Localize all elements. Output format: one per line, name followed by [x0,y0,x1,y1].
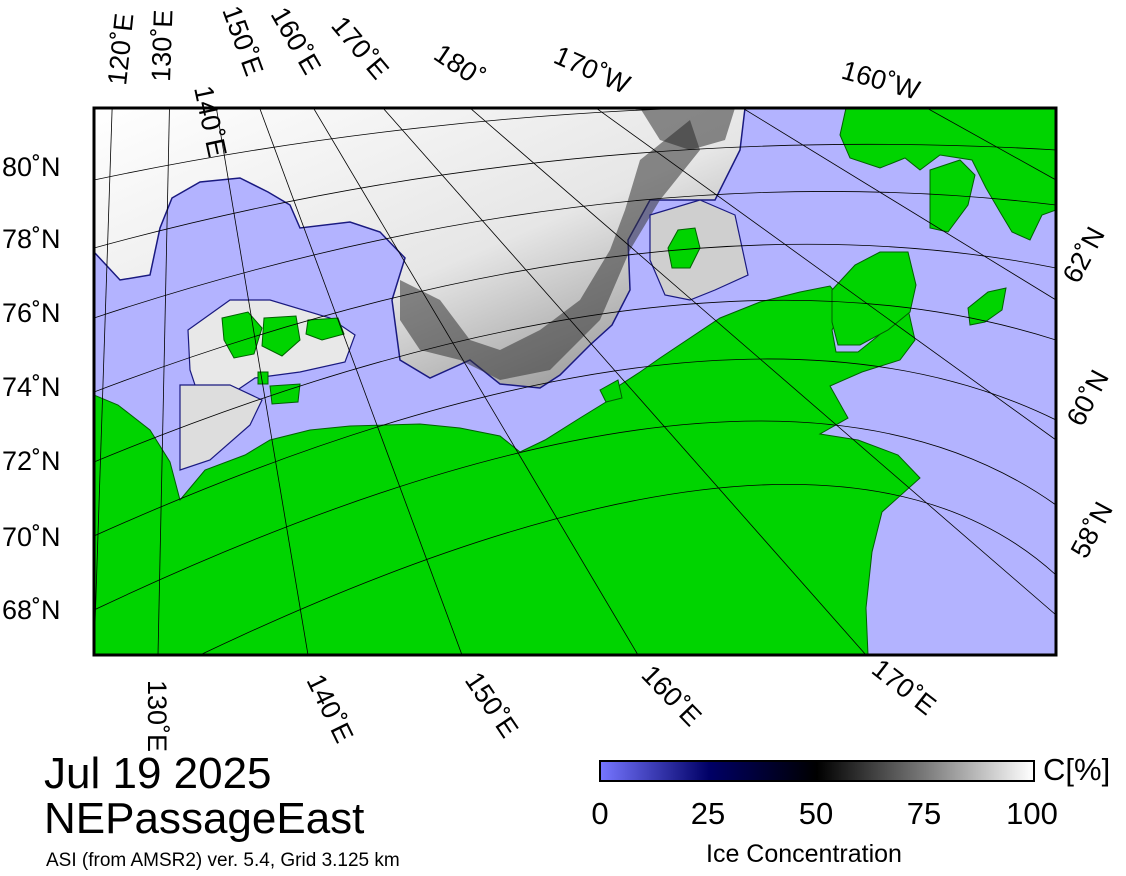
lat-label-62n: 62˚N [1057,222,1111,288]
lat-label-58n: 58˚N [1065,497,1119,563]
lon-label-top-130e: 130˚E [146,9,178,82]
ice-dense-patch [400,120,700,380]
lat-label-80n: 80˚N [2,152,61,182]
new-siberian-island [257,371,269,385]
sea-ice-islands [179,384,263,471]
lat-label-72n: 72˚N [2,446,61,476]
colorbar-tick: 0 [591,796,609,831]
colorbar-unit: C[%] [1043,752,1111,787]
lon-label-bottom-130e: 130˚E [142,680,172,752]
colorbar-tick: 75 [906,796,942,831]
lat-label-60n: 60˚N [1061,365,1115,431]
lon-label-top-170e: 170˚E [325,11,394,85]
lon-label-top-180: 180˚ [429,38,491,93]
map-frame [92,106,1058,657]
ice-dense-patch [640,108,735,150]
alaska-peninsula [929,159,976,233]
new-siberian-island [221,311,263,359]
alaska-islet [967,287,1007,326]
lon-label-top-150e: 150˚E [216,2,269,80]
map-date: Jul 19 2025 [44,749,272,798]
graticule-parallels [94,108,1056,655]
lat-label-76n: 76˚N [2,298,61,328]
lon-label-bottom-150e: 150˚E [459,667,524,744]
colorbar-tick: 50 [798,796,834,831]
lat-label-70n: 70˚N [2,522,61,552]
chukotka [831,251,917,346]
lon-label-top-160w: 160˚W [838,55,923,106]
lon-label-top-120e: 120˚E [102,12,139,87]
alaska [839,108,1056,241]
colorbar-title: Ice Concentration [706,840,902,868]
new-siberian-island [269,383,301,405]
colorbar-tick: 100 [1006,796,1058,831]
colorbar [599,760,1035,782]
region-name: NEPassageEast [44,794,365,843]
lat-label-74n: 74˚N [2,372,61,402]
coastal-island [599,379,623,403]
lon-label-top-170w: 170˚W [550,40,635,100]
data-credit: ASI (from AMSR2) ver. 5.4, Grid 3.125 km [46,850,400,871]
colorbar-tick: 25 [690,796,726,831]
siberia-mainland [94,285,921,655]
lat-label-68n: 68˚N [2,595,61,625]
lon-label-bottom-160e: 160˚E [636,659,708,732]
lat-label-78n: 78˚N [2,224,61,254]
new-siberian-island [305,317,345,341]
lon-label-top-160e: 160˚E [265,2,327,79]
lon-label-bottom-140e: 140˚E [301,669,360,747]
lon-label-bottom-170e: 170˚E [866,653,941,721]
